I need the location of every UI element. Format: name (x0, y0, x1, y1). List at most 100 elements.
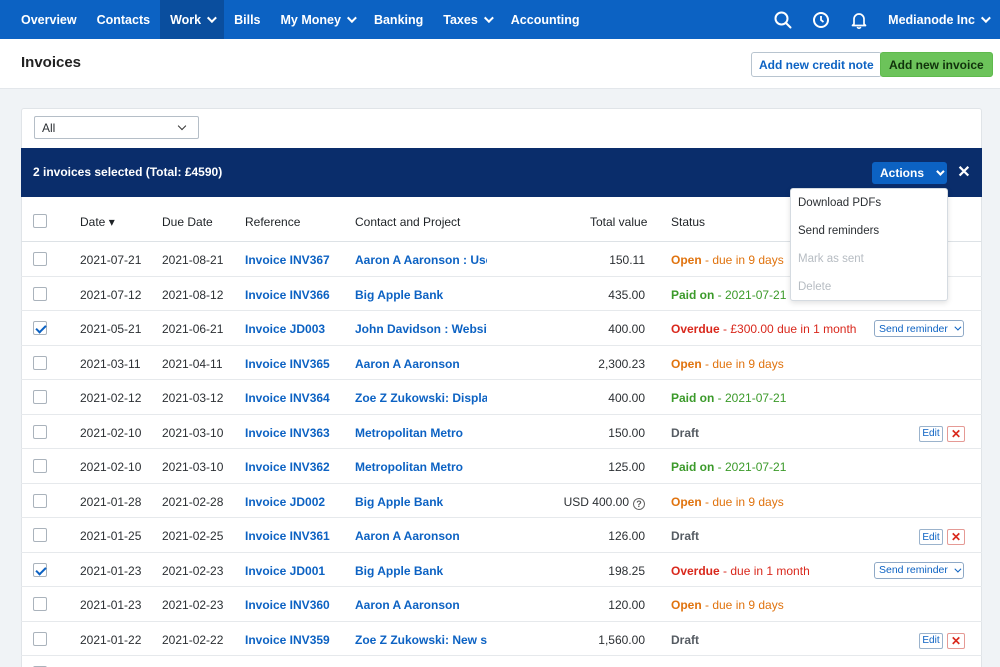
invoice-reference-link[interactable]: Invoice INV362 (245, 460, 330, 474)
contact-link[interactable]: Metropolitan Metro (355, 460, 463, 474)
send-reminder-button[interactable]: Send reminder (874, 320, 964, 337)
nav-item-contacts[interactable]: Contacts (87, 0, 160, 39)
nav-item-overview[interactable]: Overview (0, 0, 87, 39)
invoice-reference-link[interactable]: Invoice INV363 (245, 425, 330, 440)
nav-right: Medianode Inc (764, 0, 1000, 39)
contact-link[interactable]: Zoe Z Zukowski: New site (355, 632, 487, 647)
status-label: Overdue (671, 322, 720, 336)
search-icon[interactable] (764, 0, 802, 39)
table-row[interactable]: 2021-01-22 2021-02-22 Invoice INV359 Zoe Z … (21, 622, 982, 656)
invoice-reference-link[interactable]: Invoice INV367 (245, 253, 330, 267)
row-checkbox[interactable] (33, 528, 47, 542)
row-checkbox[interactable] (33, 493, 47, 508)
actions-button[interactable]: Actions (872, 162, 947, 184)
table-row[interactable]: 2021-02-10 2021-03-10 Invoice INV363 Metrop… (21, 415, 982, 449)
row-checkbox[interactable] (33, 390, 47, 404)
close-icon[interactable]: ✕ (957, 164, 971, 181)
invoice-status: Open - due in 9 days (671, 253, 784, 267)
status-label: Draft (671, 529, 700, 543)
invoice-reference-link[interactable]: Invoice INV360 (245, 598, 330, 612)
invoice-reference-link[interactable]: Invoice JD003 (245, 322, 326, 336)
contact-link[interactable]: Aaron A Aaronson (355, 598, 460, 612)
delete-icon[interactable]: ✕ (947, 529, 965, 545)
nav-item-accounting[interactable]: Accounting (501, 0, 590, 39)
row-checkbox[interactable] (33, 355, 47, 370)
invoice-status: Open - due in 9 days (671, 357, 784, 371)
column-contact[interactable]: Contact and Project (355, 215, 461, 229)
send-reminder-button[interactable]: Send reminder (874, 561, 964, 579)
contact-link[interactable]: Big Apple Bank (355, 287, 444, 302)
table-row[interactable]: 2021-01-25 2021-02-25 Invoice INV361 Aaron … (21, 518, 982, 553)
invoice-reference-link[interactable]: Invoice INV364 (245, 391, 330, 405)
delete-icon[interactable]: ✕ (947, 632, 965, 649)
invoice-reference-link[interactable]: Invoice INV366 (245, 287, 330, 302)
invoice-reference-link[interactable]: Invoice INV365 (245, 356, 330, 371)
invoice-reference-link[interactable]: Invoice INV359 (245, 632, 330, 647)
timer-icon[interactable] (802, 0, 840, 39)
contact-link[interactable]: Big Apple Bank (355, 563, 444, 578)
invoice-status: Paid on - 2021-07-21 (671, 460, 786, 474)
org-switcher[interactable]: Medianode Inc (878, 13, 991, 27)
nav-item-taxes[interactable]: Taxes (433, 0, 501, 39)
edit-button[interactable]: Edit (919, 425, 943, 442)
contact-link[interactable]: John Davidson : Website (355, 322, 487, 336)
invoice-due-date: 2021-02-23 (162, 563, 224, 578)
column-date[interactable]: Date ▾ (80, 215, 115, 229)
row-checkbox[interactable] (33, 562, 47, 577)
add-invoice-button[interactable]: Add new invoice (880, 52, 993, 77)
row-checkbox[interactable] (33, 424, 47, 439)
contact-link[interactable]: Zoe Z Zukowski: Display (355, 391, 487, 405)
send-reminder-label: Send reminder (879, 322, 948, 335)
column-total[interactable]: Total value (590, 215, 648, 229)
column-due-date[interactable]: Due Date (162, 215, 213, 229)
table-row[interactable]: 2021-01-23 2021-02-23 Invoice JD001 Big App… (21, 553, 982, 587)
row-checkbox[interactable] (33, 286, 47, 301)
table-row[interactable]: 2021-01-28 2021-02-28 Invoice JD002 Big App… (21, 484, 982, 518)
invoice-due-date: 2021-04-11 (162, 356, 223, 371)
chevron-down-icon (954, 323, 962, 331)
contact-link[interactable]: Metropolitan Metro (355, 425, 463, 440)
nav-item-work[interactable]: Work (160, 0, 225, 39)
row-checkbox[interactable] (33, 252, 47, 266)
invoice-status: Paid on - 2021-07-21 (671, 391, 786, 405)
invoice-reference-link[interactable]: Invoice JD002 (245, 494, 326, 509)
table-row[interactable]: 2021-01-23 2021-02-23 Invoice INV360 Aaron … (21, 587, 982, 622)
row-checkbox[interactable] (33, 459, 47, 473)
row-checkbox[interactable] (33, 597, 47, 611)
menu-item-download-pdfs[interactable]: Download PDFs (798, 197, 882, 209)
contact-link[interactable]: Big Apple Bank (355, 494, 444, 509)
nav-item-my-money[interactable]: My Money (271, 0, 364, 39)
row-checkbox[interactable] (33, 321, 47, 335)
table-row[interactable]: 2021-01-152021-02-15Invoice INV358Aaron … (21, 656, 982, 667)
actions-label: Actions (880, 166, 925, 180)
status-filter-select[interactable]: All (34, 116, 199, 139)
table-row[interactable]: 2021-07-12 2021-08-12 Invoice INV366 Big Ap… (21, 277, 982, 311)
table-row[interactable]: 2021-07-21 2021-08-21 Invoice INV367 Aaron … (21, 242, 982, 277)
edit-button[interactable]: Edit (919, 632, 943, 649)
menu-item-send-reminders[interactable]: Send reminders (798, 225, 880, 237)
add-credit-note-button[interactable]: Add new credit note (751, 52, 882, 77)
bell-icon[interactable] (840, 0, 878, 39)
contact-link[interactable]: Aaron A Aaronson (355, 356, 460, 371)
help-icon[interactable]: ? (633, 497, 645, 510)
table-row[interactable]: 2021-02-10 2021-03-10 Invoice INV362 Metrop… (21, 449, 982, 484)
invoice-reference-link[interactable]: Invoice JD001 (245, 563, 326, 578)
column-reference[interactable]: Reference (245, 215, 301, 229)
column-status[interactable]: Status (671, 215, 706, 229)
status-label: Draft (671, 632, 700, 647)
status-detail: - due in 9 days (701, 253, 784, 267)
select-all-checkbox[interactable] (33, 214, 47, 228)
row-checkbox[interactable] (33, 631, 47, 646)
table-row[interactable]: 2021-02-12 2021-03-12 Invoice INV364 Zoe Z … (21, 380, 982, 415)
table-body: 2021-07-21 2021-08-21 Invoice INV367 Aaron … (21, 242, 982, 667)
nav-item-banking[interactable]: Banking (364, 0, 433, 39)
table-row[interactable]: 2021-05-21 2021-06-21 Invoice JD003 John Da… (21, 311, 982, 346)
invoice-reference-link[interactable]: Invoice INV361 (245, 529, 330, 543)
delete-icon[interactable]: ✕ (947, 425, 965, 442)
nav-item-bills[interactable]: Bills (224, 0, 270, 39)
edit-button[interactable]: Edit (919, 529, 943, 545)
table-row[interactable]: 2021-03-11 2021-04-11 Invoice INV365 Aaron … (21, 346, 982, 380)
contact-link[interactable]: Aaron A Aaronson : User (355, 253, 487, 267)
contact-link[interactable]: Aaron A Aaronson (355, 529, 460, 543)
status-label: Paid on (671, 460, 715, 474)
